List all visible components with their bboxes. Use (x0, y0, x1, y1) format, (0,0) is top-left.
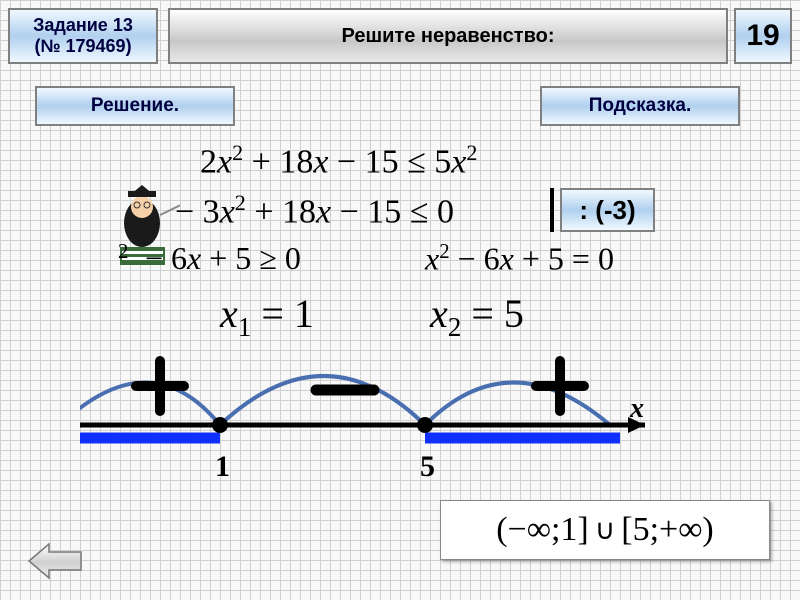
minus-sign (310, 380, 380, 400)
answer-box: (−∞;1] ∪ [5;+∞) (440, 500, 770, 560)
solution-label: Решение. (91, 95, 179, 117)
equation-3: − 6x + 5 ≥ 0 (145, 240, 301, 277)
plus-sign-left (130, 355, 190, 417)
title-panel: Решите неравенство: (168, 8, 728, 64)
back-button[interactable] (25, 540, 85, 582)
task-line1: Задание 13 (33, 15, 133, 36)
hint-button[interactable]: Подсказка. (540, 86, 740, 126)
plus-sign-right (530, 355, 590, 417)
badge-text: 19 (746, 19, 779, 53)
equation-3-cutoff: 2 (118, 240, 143, 278)
point-label-5: 5 (420, 450, 435, 484)
problem-number-badge: 19 (734, 8, 792, 64)
task-id-panel: Задание 13 (№ 179469) (8, 8, 158, 64)
divide-text: : (-3) (579, 195, 635, 226)
hint-label: Подсказка. (589, 95, 692, 117)
point-label-1: 1 (215, 450, 230, 484)
divider-bar (550, 188, 554, 232)
divide-badge: : (-3) (560, 188, 655, 232)
equation-2: − 3x2 + 18x − 15 ≤ 0 (175, 190, 454, 231)
root-2: x2 = 5 (430, 290, 524, 343)
root-1: x1 = 1 (220, 290, 314, 343)
title-text: Решите неравенство: (341, 25, 554, 48)
equation-1: 2x2 + 18x − 15 ≤ 5x2 (200, 140, 477, 181)
equation-3b: x2 − 6x + 5 = 0 (425, 240, 614, 278)
task-line2: (№ 179469) (34, 36, 131, 57)
axis-label: x (630, 393, 644, 425)
solution-button[interactable]: Решение. (35, 86, 235, 126)
